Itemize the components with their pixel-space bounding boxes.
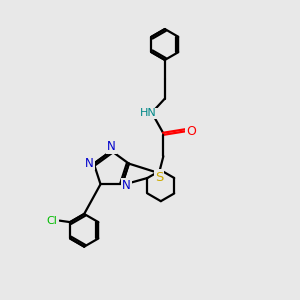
Text: O: O xyxy=(186,125,196,138)
Text: N: N xyxy=(85,157,94,169)
Text: Cl: Cl xyxy=(47,216,58,226)
Text: N: N xyxy=(122,179,131,192)
Text: N: N xyxy=(107,140,116,153)
Text: HN: HN xyxy=(140,108,157,118)
Text: S: S xyxy=(155,170,163,184)
